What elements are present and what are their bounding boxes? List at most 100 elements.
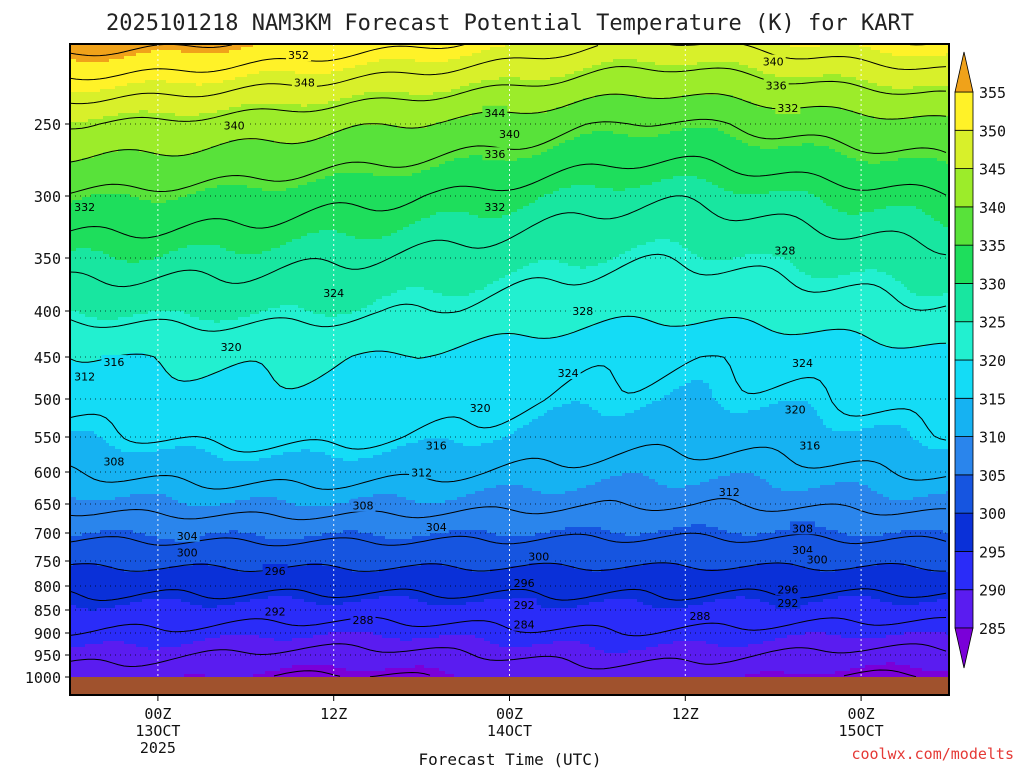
fill-cell — [640, 185, 719, 189]
fill-cell — [70, 572, 949, 576]
contour-label-text: 336 — [766, 80, 787, 93]
contour-label-14: 320 — [218, 339, 244, 354]
fill-cell — [118, 317, 200, 321]
fill-cell — [760, 323, 949, 327]
fill-cell — [118, 113, 176, 117]
fill-cell — [874, 209, 923, 213]
fill-cell — [640, 533, 743, 537]
contour-line-284 — [273, 669, 917, 677]
fill-cell — [559, 260, 608, 264]
fill-cell — [151, 200, 167, 204]
fill-cell — [895, 662, 949, 666]
fill-cell — [862, 113, 949, 117]
fill-cell — [880, 50, 949, 54]
x-tick-label: 12Z — [672, 705, 699, 723]
fill-cell — [187, 245, 221, 249]
fill-cell — [736, 596, 746, 600]
fill-cell — [532, 488, 578, 492]
fill-cell — [838, 275, 893, 279]
fill-cell — [442, 563, 530, 567]
fill-cell — [70, 89, 101, 93]
fill-cell — [637, 95, 683, 99]
fill-cell — [286, 242, 647, 246]
fill-cell — [70, 116, 104, 120]
fill-cell — [913, 497, 949, 501]
fill-cell — [658, 134, 731, 138]
fill-cell — [571, 185, 596, 189]
fill-cell — [646, 242, 680, 246]
fill-cell — [298, 305, 368, 309]
fill-cell — [511, 272, 806, 276]
fill-cell — [70, 665, 293, 669]
fill-cell — [547, 110, 854, 114]
fill-cell — [346, 233, 392, 237]
fill-cell — [106, 440, 419, 444]
fill-cell — [481, 80, 869, 84]
fill-cell — [379, 59, 416, 63]
fill-cell — [190, 314, 251, 318]
fill-cell — [481, 50, 881, 54]
fill-cell — [439, 353, 949, 357]
fill-cell — [172, 497, 251, 501]
fill-cell — [70, 53, 137, 57]
fill-cell — [70, 524, 692, 528]
fill-cell — [238, 530, 344, 534]
fill-cell — [70, 50, 152, 54]
fill-cell — [706, 320, 755, 324]
fill-cell — [517, 428, 833, 432]
fill-cell — [595, 95, 638, 99]
fill-cell — [322, 374, 949, 378]
fill-cell — [856, 566, 917, 570]
fill-cell — [292, 665, 335, 669]
fill-cell — [625, 533, 641, 537]
fill-cell — [538, 197, 821, 201]
fill-cell — [70, 374, 170, 378]
fill-cell — [544, 413, 602, 417]
fill-cell — [70, 401, 572, 405]
fill-cell — [640, 407, 725, 411]
fill-cell — [76, 248, 92, 252]
contour-label-bg — [482, 105, 508, 119]
fill-cell — [259, 635, 314, 639]
fill-cell — [811, 404, 949, 408]
fill-cell — [733, 95, 949, 99]
fill-cell — [70, 419, 533, 423]
fill-cell — [415, 221, 941, 225]
colorbar-label: 285 — [979, 620, 1006, 638]
fill-cell — [304, 308, 362, 312]
contour-label-text: 308 — [103, 456, 124, 469]
fill-cell — [595, 647, 647, 651]
fill-cell — [352, 569, 380, 573]
fill-cell — [337, 314, 949, 318]
fill-cell — [277, 497, 359, 501]
fill-cell — [70, 176, 326, 180]
fill-cell — [70, 164, 440, 168]
contour-label-bg — [790, 521, 815, 535]
fill-cell — [277, 383, 308, 387]
contour-label-38: 292 — [511, 598, 537, 612]
fill-cell — [166, 368, 224, 372]
fill-cell — [496, 485, 524, 489]
contour-label-text: 304 — [426, 521, 447, 534]
contour-label-8: 336 — [482, 147, 508, 161]
contour-label-10: 332 — [482, 200, 508, 214]
contour-label-36: 296 — [775, 582, 801, 596]
fill-cell — [70, 569, 125, 573]
fill-cell — [205, 188, 263, 192]
fill-cell — [70, 443, 110, 447]
fill-cell — [382, 452, 949, 456]
fill-cell — [70, 101, 329, 105]
fill-cell — [70, 497, 77, 501]
fill-cell — [73, 563, 98, 567]
contour-label-text: 308 — [353, 500, 374, 513]
fill-cell — [238, 569, 266, 573]
fill-cell — [748, 644, 949, 648]
fill-cell — [820, 416, 949, 420]
fill-cell — [601, 320, 653, 324]
contour-label-20: 320 — [782, 402, 808, 417]
fill-cell — [235, 602, 317, 606]
fill-cell — [310, 449, 392, 453]
fill-cell — [868, 161, 881, 165]
fill-cell — [925, 344, 949, 348]
fill-cell — [118, 149, 140, 153]
